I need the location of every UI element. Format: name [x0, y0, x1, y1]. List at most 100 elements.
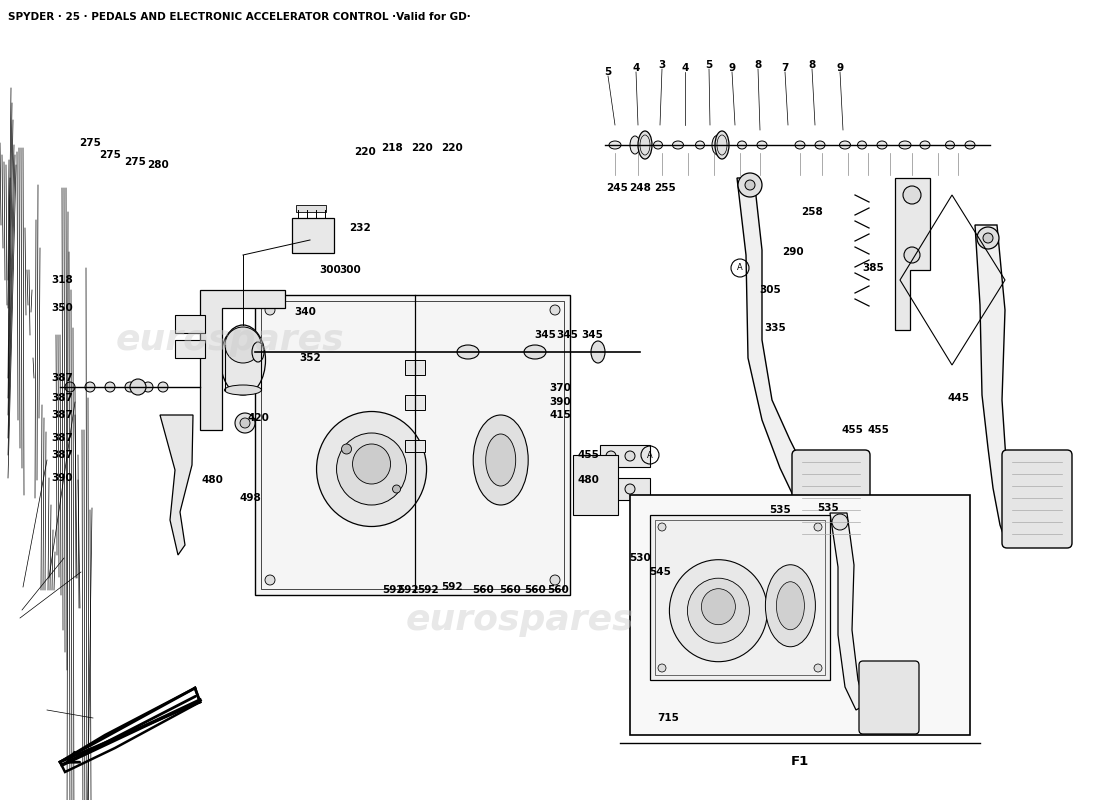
- Circle shape: [341, 444, 352, 454]
- Text: 8: 8: [755, 60, 761, 70]
- Text: 387: 387: [51, 410, 73, 420]
- Text: 480: 480: [201, 475, 223, 485]
- Ellipse shape: [638, 131, 652, 159]
- Text: eurospares: eurospares: [406, 603, 635, 637]
- Text: 9: 9: [836, 63, 844, 73]
- Text: 387: 387: [51, 450, 73, 460]
- Text: 232: 232: [349, 223, 371, 233]
- Ellipse shape: [920, 141, 929, 149]
- Bar: [405, 440, 425, 452]
- Circle shape: [240, 418, 250, 428]
- Text: 370: 370: [549, 383, 571, 393]
- Text: 560: 560: [472, 585, 494, 595]
- Circle shape: [814, 664, 822, 672]
- Text: 592: 592: [441, 582, 463, 592]
- Ellipse shape: [653, 141, 662, 149]
- Text: 9: 9: [728, 63, 736, 73]
- Text: SPYDER · 25 · PEDALS AND ELECTRONIC ACCELERATOR CONTROL ·Valid for GD·: SPYDER · 25 · PEDALS AND ELECTRONIC ACCE…: [8, 12, 471, 22]
- Text: 350: 350: [51, 303, 73, 313]
- Text: A: A: [737, 263, 742, 273]
- Text: 290: 290: [782, 247, 804, 257]
- Ellipse shape: [737, 141, 747, 149]
- Circle shape: [265, 305, 275, 315]
- Polygon shape: [830, 513, 865, 710]
- Text: 335: 335: [764, 323, 785, 333]
- Circle shape: [158, 382, 168, 392]
- Bar: [296, 205, 326, 212]
- Text: 7: 7: [781, 63, 789, 73]
- Circle shape: [226, 327, 261, 363]
- Text: 420: 420: [248, 413, 268, 423]
- Text: 258: 258: [801, 207, 823, 217]
- Text: 220: 220: [441, 143, 463, 153]
- Ellipse shape: [877, 141, 887, 149]
- Text: 387: 387: [51, 433, 73, 443]
- Ellipse shape: [946, 141, 955, 149]
- FancyBboxPatch shape: [792, 450, 870, 545]
- Text: A: A: [647, 450, 653, 459]
- Ellipse shape: [702, 589, 736, 625]
- Text: 480: 480: [578, 475, 598, 485]
- Text: 275: 275: [99, 150, 121, 160]
- Polygon shape: [975, 225, 1018, 545]
- Text: 245: 245: [606, 183, 628, 193]
- Text: 390: 390: [549, 397, 571, 407]
- Ellipse shape: [456, 345, 478, 359]
- Circle shape: [625, 451, 635, 461]
- Circle shape: [606, 451, 616, 461]
- Text: 445: 445: [947, 393, 969, 403]
- Ellipse shape: [486, 434, 516, 486]
- Circle shape: [550, 575, 560, 585]
- Text: 220: 220: [354, 147, 376, 157]
- Text: 4: 4: [681, 63, 689, 73]
- Text: 8: 8: [808, 60, 815, 70]
- Bar: [600, 445, 650, 467]
- Text: 455: 455: [867, 425, 889, 435]
- Text: 305: 305: [759, 285, 781, 295]
- Circle shape: [814, 523, 822, 531]
- Text: 220: 220: [411, 143, 433, 153]
- Ellipse shape: [815, 141, 825, 149]
- Bar: [600, 478, 650, 500]
- Ellipse shape: [766, 565, 815, 646]
- Ellipse shape: [899, 141, 911, 149]
- FancyBboxPatch shape: [859, 661, 918, 734]
- Ellipse shape: [591, 341, 605, 363]
- Polygon shape: [60, 688, 200, 772]
- Text: 3: 3: [659, 60, 666, 70]
- Ellipse shape: [524, 345, 546, 359]
- Circle shape: [550, 305, 560, 315]
- Text: 530: 530: [629, 553, 651, 563]
- Ellipse shape: [224, 385, 262, 395]
- Text: 5: 5: [604, 67, 612, 77]
- Text: 592: 592: [417, 585, 439, 595]
- Circle shape: [125, 382, 135, 392]
- Polygon shape: [895, 178, 930, 330]
- Bar: [405, 395, 425, 410]
- Text: 535: 535: [817, 503, 839, 513]
- Ellipse shape: [352, 444, 390, 484]
- Ellipse shape: [858, 141, 867, 149]
- Bar: [175, 315, 205, 333]
- Polygon shape: [160, 415, 192, 555]
- Circle shape: [832, 514, 848, 530]
- Ellipse shape: [757, 141, 767, 149]
- Ellipse shape: [795, 141, 805, 149]
- Text: 387: 387: [51, 373, 73, 383]
- Ellipse shape: [672, 141, 683, 149]
- Text: 352: 352: [299, 353, 321, 363]
- Ellipse shape: [839, 141, 850, 149]
- Text: 387: 387: [51, 393, 73, 403]
- Text: 4: 4: [632, 63, 640, 73]
- Text: 560: 560: [524, 585, 546, 595]
- Ellipse shape: [712, 135, 724, 155]
- Text: 592: 592: [397, 585, 419, 595]
- Text: 535: 535: [769, 505, 791, 515]
- Text: 415: 415: [549, 410, 571, 420]
- Ellipse shape: [715, 131, 729, 159]
- Polygon shape: [255, 295, 570, 595]
- Text: 592: 592: [382, 585, 404, 595]
- Circle shape: [85, 382, 95, 392]
- Text: 280: 280: [147, 160, 169, 170]
- Text: 218: 218: [381, 143, 403, 153]
